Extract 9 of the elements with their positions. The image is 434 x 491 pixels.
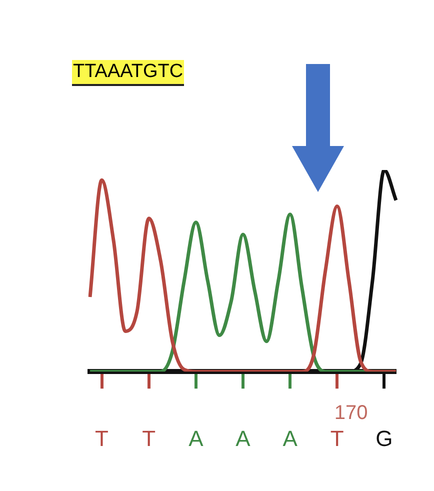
x-tick-label: A [236,426,251,451]
chart-title: TTAAATGTC [72,60,184,86]
text: 170 [334,402,368,424]
x-tick-label: T [142,426,156,451]
x-tick-label: T [95,426,108,451]
x-tick-label: A [282,426,298,451]
x-tick-label: A [188,426,204,451]
x-tick-label: T [330,426,344,451]
x-tick-label: G [376,426,393,451]
